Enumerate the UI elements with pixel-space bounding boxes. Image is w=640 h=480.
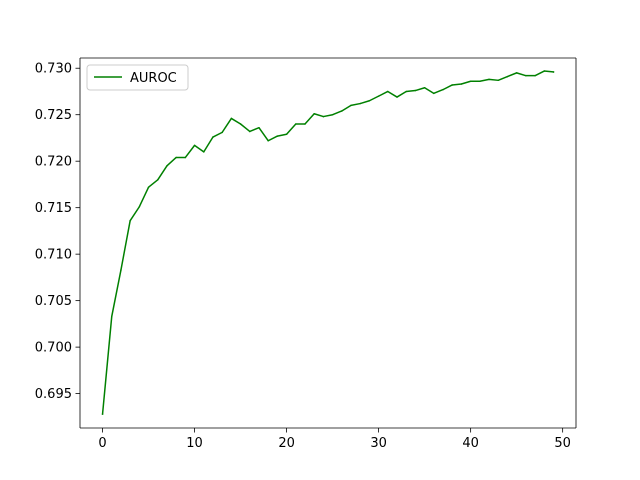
data-point <box>267 139 269 142</box>
x-tick-label: 50 <box>554 436 571 451</box>
data-point <box>515 72 518 74</box>
data-point <box>221 131 223 134</box>
y-tick-label: 0.730 <box>35 62 72 77</box>
data-point <box>414 89 417 92</box>
data-point <box>203 151 205 153</box>
data-point <box>368 100 371 102</box>
data-point <box>157 179 159 181</box>
data-point <box>506 75 509 78</box>
plot-area <box>80 58 576 428</box>
data-point <box>184 156 187 159</box>
data-point <box>543 70 545 72</box>
data-point <box>433 92 435 95</box>
data-point <box>101 413 104 415</box>
data-point <box>396 96 398 98</box>
data-point <box>451 84 453 86</box>
y-tick-label: 0.725 <box>35 108 72 123</box>
y-tick-label: 0.710 <box>35 248 72 263</box>
data-point <box>552 71 555 73</box>
x-tick-label: 0 <box>98 436 106 451</box>
data-point <box>460 83 463 85</box>
series-line-auroc <box>101 70 555 415</box>
data-point <box>304 123 306 125</box>
data-point <box>166 165 168 167</box>
data-point <box>239 123 242 125</box>
series-layer <box>101 70 555 415</box>
legend-label-auroc: AUROC <box>130 71 177 86</box>
data-point <box>359 102 361 105</box>
data-point <box>479 80 481 82</box>
data-point <box>111 315 113 318</box>
data-point <box>138 205 141 208</box>
data-point <box>534 74 536 77</box>
x-tick-label: 40 <box>462 436 479 451</box>
data-point <box>423 87 426 89</box>
data-point <box>331 113 334 116</box>
data-point <box>350 104 352 107</box>
y-tick-label: 0.720 <box>35 155 72 170</box>
x-tick-label: 30 <box>370 436 387 451</box>
data-point <box>285 133 288 135</box>
x-tick-label: 10 <box>186 436 203 451</box>
legend: AUROC <box>86 64 189 91</box>
data-point <box>175 156 177 159</box>
data-point <box>387 90 389 93</box>
data-point <box>341 110 343 112</box>
data-point <box>525 74 527 77</box>
axes-layer <box>79 57 577 429</box>
data-point <box>212 136 214 138</box>
data-point <box>147 186 150 188</box>
data-point <box>129 219 131 222</box>
y-tick-label: 0.715 <box>35 201 72 216</box>
data-point <box>377 95 380 97</box>
y-tick-label: 0.705 <box>35 294 72 309</box>
data-point <box>258 126 260 129</box>
data-point <box>249 130 251 133</box>
data-point <box>497 79 499 82</box>
data-point <box>313 113 315 115</box>
data-point <box>120 269 122 271</box>
legend-frame <box>86 64 189 91</box>
data-point <box>405 90 407 93</box>
y-tick-label: 0.700 <box>35 341 72 356</box>
data-point <box>230 117 233 120</box>
data-point <box>276 135 279 137</box>
data-point <box>442 88 444 91</box>
ticks-layer: 0 10 20 30 40 50 0.695 0.700 0.705 0.710 0.715 0.72… <box>35 62 571 451</box>
data-point <box>295 123 297 125</box>
data-point <box>469 80 472 82</box>
data-point <box>193 144 196 147</box>
data-point <box>488 78 490 81</box>
y-tick-label: 0.695 <box>35 387 72 402</box>
x-tick-label: 20 <box>278 436 295 451</box>
data-point <box>322 115 325 118</box>
